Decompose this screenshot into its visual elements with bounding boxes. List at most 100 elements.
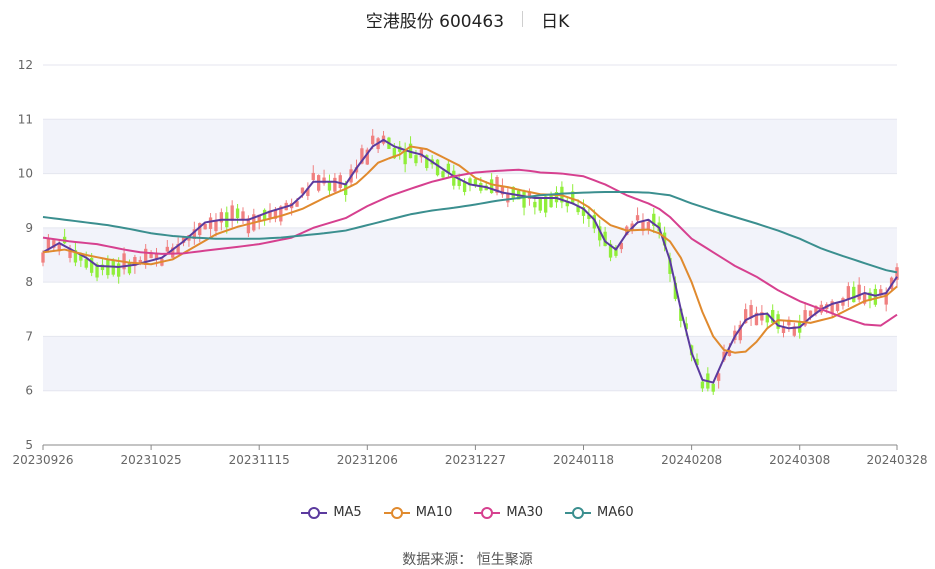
- y-tick-label: 10: [18, 167, 33, 181]
- legend-marker-icon: [474, 506, 501, 519]
- candle-body: [392, 148, 396, 159]
- candle-body: [414, 155, 418, 164]
- candle-body: [711, 383, 715, 392]
- candle-body: [176, 243, 180, 253]
- y-tick-label: 12: [18, 58, 33, 72]
- candle-body: [425, 155, 429, 169]
- candle-body: [462, 182, 467, 192]
- candle-body: [646, 221, 651, 230]
- candle-body: [208, 217, 213, 229]
- candle-body: [365, 149, 369, 165]
- candle-body: [771, 309, 775, 323]
- legend-marker-icon: [565, 506, 592, 519]
- candle-body: [792, 326, 796, 336]
- x-tick-label: 20231025: [121, 453, 182, 467]
- x-axis: 20230926 20231025 20231115 20231206 20231227…: [12, 444, 928, 467]
- candle-body: [52, 240, 56, 248]
- line-ma30: [42, 168, 898, 327]
- candle-body: [695, 358, 699, 366]
- grid-band: [43, 119, 897, 174]
- candle-body: [549, 195, 553, 208]
- candle-body: [100, 264, 105, 271]
- candle-body: [46, 238, 51, 250]
- candle-body: [268, 210, 272, 218]
- candle-body: [619, 242, 624, 250]
- candle-body: [803, 310, 807, 326]
- legend-item-ma60[interactable]: MA60: [565, 505, 634, 520]
- title-divider: [522, 11, 524, 27]
- candle-body: [700, 381, 705, 389]
- candle-body: [614, 247, 618, 256]
- candle-body: [754, 312, 759, 326]
- candle-body: [506, 193, 510, 203]
- candle-body: [608, 243, 613, 258]
- candle-body: [273, 209, 278, 219]
- candle-body: [565, 201, 569, 207]
- candle-body: [441, 171, 445, 178]
- candle-body: [154, 253, 159, 260]
- candle-body: [895, 267, 899, 280]
- candle-body: [57, 244, 61, 252]
- candle-body: [316, 175, 321, 191]
- candle-body: [360, 148, 364, 164]
- candle-body: [635, 215, 640, 221]
- legend: MA5 MA10 MA30 MA60: [0, 505, 935, 520]
- candle-body: [73, 250, 78, 263]
- candle-body: [873, 288, 878, 305]
- candle-body: [727, 349, 732, 356]
- line-ma5: [42, 138, 898, 384]
- candle-body: [544, 196, 548, 213]
- candle-body: [338, 175, 342, 188]
- x-tick-label: 20240328: [866, 453, 927, 467]
- candle-body: [538, 198, 542, 211]
- candle-body: [500, 185, 505, 195]
- legend-item-ma5[interactable]: MA5: [301, 505, 362, 520]
- candle-body: [835, 303, 840, 312]
- candle-body: [808, 310, 813, 317]
- candle-body: [787, 319, 791, 326]
- candle-body: [333, 177, 337, 192]
- candle-body: [581, 206, 586, 216]
- candle-body: [327, 182, 332, 191]
- grid-band: [43, 336, 897, 391]
- y-axis: 5 6 7 8 9 10 11 12: [18, 58, 33, 452]
- candle-body: [830, 301, 834, 314]
- candle-body: [300, 187, 305, 194]
- candle-body: [641, 220, 645, 232]
- candle-body: [241, 211, 245, 221]
- candle-body: [144, 248, 148, 265]
- candle-body: [743, 309, 748, 324]
- candle-body: [181, 236, 186, 243]
- candle-body: [435, 159, 440, 176]
- legend-marker-icon: [383, 506, 410, 519]
- candle-body: [679, 308, 683, 321]
- candle-body: [171, 247, 175, 258]
- legend-item-ma30[interactable]: MA30: [474, 505, 543, 520]
- candle-body: [219, 212, 224, 223]
- candle-body: [846, 286, 851, 300]
- y-tick-label: 9: [25, 221, 33, 235]
- candle-body: [257, 214, 261, 222]
- candle-body: [419, 149, 424, 158]
- x-tick-label: 20231115: [229, 453, 290, 467]
- candle-body: [533, 201, 537, 208]
- x-tick-label: 20230926: [12, 453, 73, 467]
- candle-body: [306, 188, 310, 196]
- candle-body: [79, 253, 83, 261]
- candle-body: [230, 205, 234, 221]
- candle-body: [246, 218, 251, 234]
- candle-body: [446, 163, 451, 174]
- candle-body: [760, 312, 764, 321]
- candle-body: [165, 246, 169, 252]
- candles: [41, 129, 899, 395]
- candle-body: [814, 305, 818, 314]
- candle-body: [776, 314, 780, 329]
- data-source: 数据来源： 恒生聚源: [402, 552, 533, 568]
- legend-marker-icon: [301, 506, 328, 519]
- candle-body: [117, 263, 121, 277]
- candle-body: [473, 179, 478, 185]
- y-tick-label: 7: [25, 329, 33, 343]
- stock-name: 空港股份 600463: [365, 11, 505, 32]
- legend-item-ma10[interactable]: MA10: [383, 505, 452, 520]
